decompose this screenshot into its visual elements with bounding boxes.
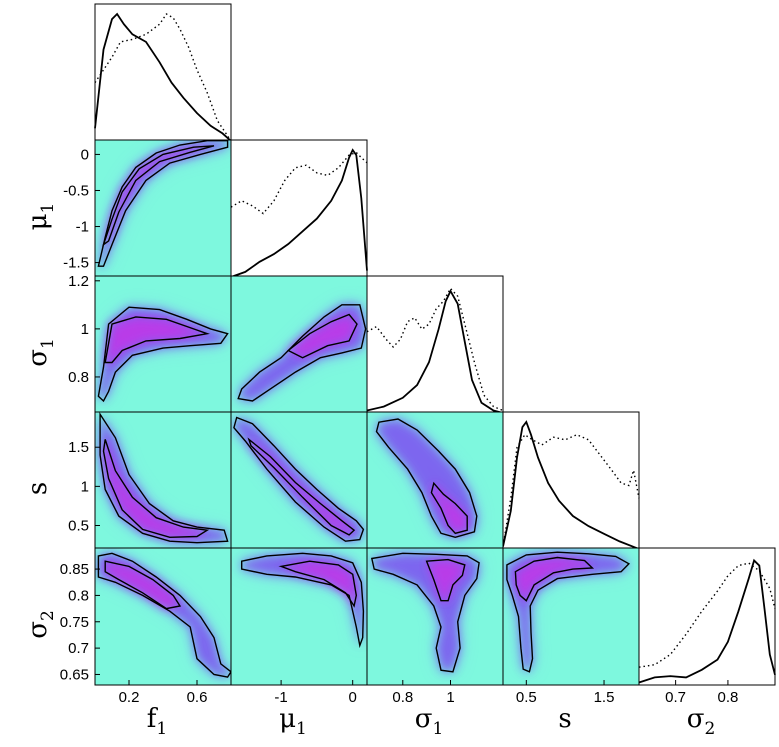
- marginal-panel-s: [502, 411, 640, 550]
- contour-outer-mu1-sigma2: [241, 552, 365, 649]
- panels-group: [94, 3, 776, 686]
- y-tick-label-sigma2-0: 0.85: [60, 561, 89, 578]
- x-tick-label-f1-0: 0.2: [119, 689, 140, 706]
- density-fill-outer-f1-mu1: [98, 140, 228, 267]
- y-tick-label-s-0: 1.5: [68, 439, 89, 456]
- contour-inner-f1-sigma1: [104, 316, 210, 364]
- x-axis-label-sigma2: σ2: [687, 704, 716, 739]
- y-tick-label-sigma1-2: 0.8: [68, 369, 89, 386]
- prior-curve-s: [502, 433, 640, 547]
- density-fill-inner-s-sigma2: [515, 557, 593, 601]
- y-tick-label-sigma1-0: 1.2: [68, 273, 89, 290]
- x-tick-label-sigma1-1: 1: [446, 689, 454, 706]
- density-fill-inner-sigma1-s: [431, 483, 468, 534]
- x-axis-label-f1: f1: [147, 704, 167, 739]
- density-fill-inner-f1-mu1: [103, 145, 214, 245]
- y-tick-label-s-2: 0.5: [68, 518, 89, 535]
- y-tick-label-sigma1-1: 1: [81, 321, 89, 338]
- y-axis-label-mu1: μ1: [23, 203, 58, 231]
- x-axis-label-mu1: μ1: [279, 704, 307, 739]
- contour-inner-sigma1-s: [430, 481, 468, 535]
- posterior-curve-s: [502, 420, 640, 550]
- prior-curve-mu1: [230, 151, 368, 215]
- y-tick-label-s-1: 1: [81, 478, 89, 495]
- y-tick-label-mu1-2: -1: [76, 219, 89, 236]
- contour-outer-f1-sigma1: [97, 306, 229, 403]
- marginal-panel-f1: [94, 3, 232, 142]
- contour-outer-s-sigma2: [506, 551, 631, 673]
- x-tick-label-sigma1-0: 0.8: [392, 689, 413, 706]
- y-axis-label-sigma1: σ1: [23, 338, 58, 367]
- x-tick-label-mu1-0: -1: [274, 689, 287, 706]
- posterior-curve-sigma1: [366, 289, 504, 414]
- y-tick-label-sigma2-2: 0.75: [60, 614, 89, 631]
- contour-inner-mu1-sigma1: [287, 313, 358, 359]
- x-tick-label-mu1-1: 0: [349, 689, 357, 706]
- density-fill-inner-mu1-s: [248, 439, 355, 535]
- posterior-curve-f1: [94, 12, 232, 142]
- y-axis-label-s: s: [23, 482, 53, 495]
- contour-inner-sigma1-sigma2: [425, 558, 466, 602]
- contour-outer-mu1-s: [233, 416, 365, 542]
- marginal-panel-mu1: [230, 139, 368, 278]
- x-axis-label-sigma1: σ1: [415, 704, 444, 739]
- labels-group: 0.2 0.6 -1 0 0.8 1 0.5 1.5 0.7 0.8 0 -0.5 -1 -1.51.2 1…: [23, 146, 738, 739]
- contour-inner-mu1-s: [247, 437, 356, 536]
- contour-inner-f1-mu1: [102, 145, 215, 247]
- x-tick-label-sigma2-0: 0.7: [665, 689, 686, 706]
- y-tick-label-sigma2-4: 0.65: [60, 666, 89, 683]
- contour-inner-s-sigma2: [514, 556, 595, 602]
- density-fill-inner-f1-s: [103, 439, 208, 538]
- x-tick-label-s-0: 0.5: [516, 689, 537, 706]
- prior-curve-sigma2: [638, 562, 776, 668]
- x-tick-label-s-1: 1.5: [594, 689, 615, 706]
- contour-outer-sigma1-s: [375, 418, 478, 539]
- y-tick-label-sigma2-3: 0.7: [68, 640, 89, 657]
- y-tick-label-mu1-3: -1.5: [63, 255, 89, 272]
- contour-inner-f1-s: [102, 439, 210, 539]
- contour-inner-mu1-sigma2: [278, 560, 358, 608]
- posterior-curve-mu1: [230, 148, 368, 278]
- y-tick-label-mu1-0: 0: [81, 146, 89, 163]
- marginal-panel-sigma2: [638, 547, 776, 686]
- y-tick-label-sigma2-1: 0.8: [68, 587, 89, 604]
- density-fill-inner-mu1-sigma1: [288, 314, 357, 358]
- x-axis-label-s: s: [558, 704, 571, 734]
- density-fill-inner-sigma1-sigma2: [426, 559, 465, 601]
- contour-inner-f1-sigma2: [104, 560, 182, 610]
- contour-outer-sigma1-sigma2: [370, 552, 480, 673]
- x-tick-label-f1-1: 0.6: [187, 689, 208, 706]
- contour-outer-f1-sigma2: [97, 552, 231, 678]
- posterior-curve-sigma2: [638, 558, 776, 684]
- density-fill-outer-mu1-s: [233, 417, 364, 542]
- contour-outer-f1-mu1: [97, 140, 229, 267]
- y-axis-label-sigma2: σ2: [23, 610, 58, 639]
- x-tick-label-sigma2-1: 0.8: [717, 689, 738, 706]
- y-tick-label-mu1-1: -0.5: [63, 182, 89, 199]
- density-fill-inner-f1-sigma2: [105, 561, 180, 609]
- contour-outer-f1-s: [99, 412, 229, 544]
